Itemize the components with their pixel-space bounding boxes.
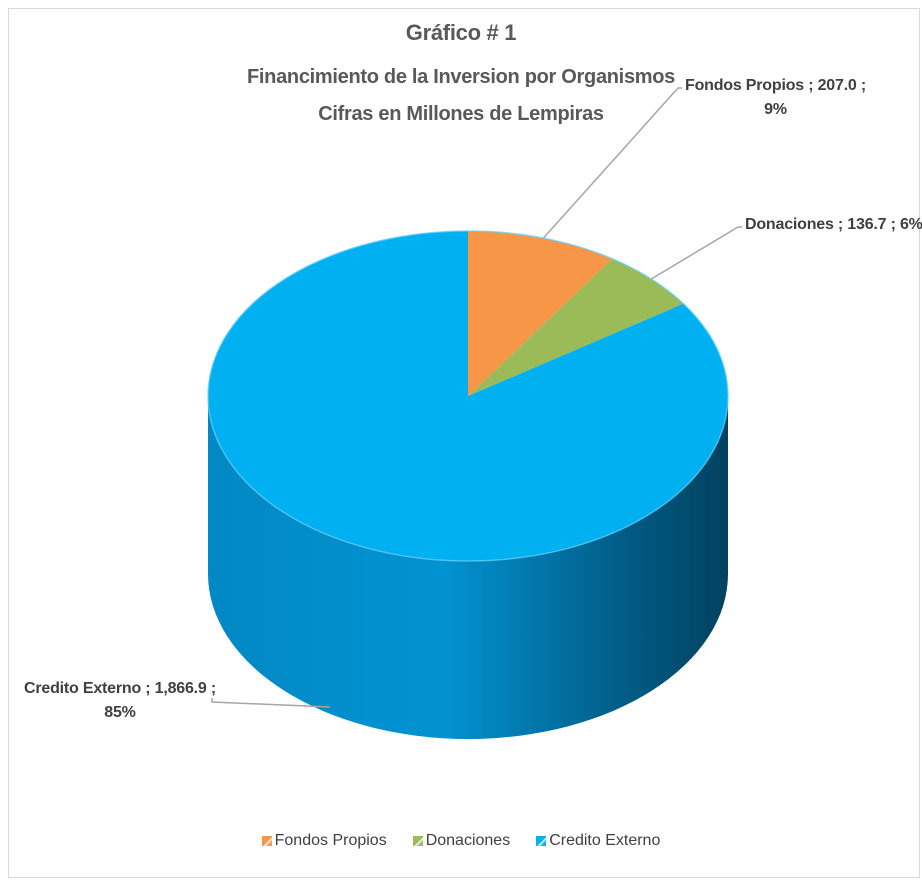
legend-swatch-donaciones — [412, 836, 423, 846]
pie-slice-fondos-propios — [468, 231, 613, 396]
data-label-donaciones: Donaciones ; 136.7 ; 6% — [745, 213, 922, 237]
pie-side-layer — [208, 396, 728, 739]
leader-line-donaciones — [650, 226, 742, 280]
legend-label-credito-externo: Credito Externo — [549, 832, 661, 849]
leader-line-fondos-propios — [542, 87, 682, 239]
data-label-credito-externo-percent: 85% — [104, 704, 136, 721]
chart-subtitle-line-2: Cifras en Millones de Lempiras — [318, 103, 604, 125]
data-label-fondos-propios-percent: 9% — [764, 101, 787, 118]
data-label-credito-externo: Credito Externo ; 1,866.9 ; 85% — [24, 677, 216, 725]
pie-side-credito-externo — [208, 396, 728, 739]
leader-line-credito-externo — [211, 698, 331, 708]
chart-legend: Fondos Propios Donaciones Credito Extern… — [0, 832, 922, 850]
legend-label-donaciones: Donaciones — [425, 832, 511, 849]
pie-top-layer — [207, 230, 729, 562]
legend-swatch-credito-externo — [536, 836, 547, 846]
leader-lines — [211, 87, 742, 708]
pie-slice-credito-externo — [207, 231, 728, 561]
legend-swatch-fondos-propios — [261, 836, 272, 846]
pie-slice-donaciones — [468, 258, 684, 396]
data-label-fondos-propios: Fondos Propios ; 207.0 ; 9% — [685, 74, 866, 122]
chart-title: Gráfico # 1 — [405, 20, 517, 45]
legend-item-fondos-propios: Fondos Propios — [261, 832, 387, 850]
data-label-donaciones-line1: Donaciones ; 136.7 ; 6% — [745, 216, 922, 233]
data-label-credito-externo-line1: Credito Externo ; 1,866.9 ; — [24, 680, 216, 697]
legend-item-donaciones: Donaciones — [412, 832, 511, 850]
legend-item-credito-externo: Credito Externo — [536, 832, 660, 850]
data-label-fondos-propios-line1: Fondos Propios ; 207.0 ; — [685, 77, 867, 94]
chart-subtitle-line-1: Financimiento de la Inversion por Organi… — [246, 66, 675, 88]
pie-rim — [207, 230, 729, 562]
legend-label-fondos-propios: Fondos Propios — [274, 832, 387, 849]
